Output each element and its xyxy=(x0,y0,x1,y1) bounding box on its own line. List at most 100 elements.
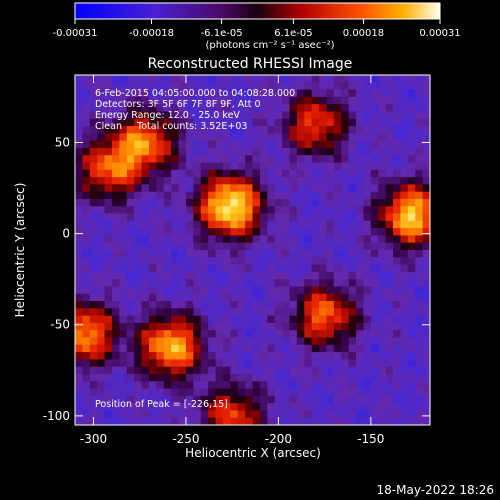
heatmap-cell xyxy=(171,177,180,185)
heatmap-cell xyxy=(245,235,254,244)
heatmap-cell xyxy=(363,410,372,419)
heatmap-cell xyxy=(304,75,313,83)
heatmap-cell xyxy=(134,184,143,193)
heatmap-cell xyxy=(97,169,106,178)
heatmap-cell xyxy=(171,235,180,244)
heatmap-cell xyxy=(230,235,239,244)
heatmap-cell xyxy=(97,395,106,404)
heatmap-cell xyxy=(193,235,202,244)
heatmap-cell xyxy=(356,118,365,127)
heatmap-cell xyxy=(171,140,180,149)
heatmap-cell xyxy=(289,89,298,98)
heatmap-cell xyxy=(393,111,402,120)
heatmap-cell xyxy=(185,198,194,207)
heatmap-cell xyxy=(171,111,180,120)
heatmap-cell xyxy=(393,388,402,397)
heatmap-cell xyxy=(185,308,194,317)
heatmap-cell xyxy=(341,388,350,397)
heatmap-cell xyxy=(89,104,98,113)
heatmap-cell xyxy=(89,96,98,105)
heatmap-cell xyxy=(252,220,261,229)
heatmap-cell xyxy=(289,417,298,425)
heatmap-cell xyxy=(111,169,120,178)
heatmap-cell xyxy=(400,315,409,324)
heatmap-cell xyxy=(230,89,239,98)
heatmap-cell xyxy=(230,388,239,397)
heatmap-cell xyxy=(222,352,231,360)
heatmap-cell xyxy=(208,315,217,324)
heatmap-cell xyxy=(378,75,387,83)
heatmap-cell xyxy=(267,359,276,368)
heatmap-cell xyxy=(282,381,291,390)
heatmap-cell xyxy=(259,184,268,193)
heatmap-cell xyxy=(119,308,128,317)
heatmap-cell xyxy=(171,359,180,368)
heatmap-cell xyxy=(348,155,357,164)
heatmap-cell xyxy=(215,111,224,120)
heatmap-cell xyxy=(237,184,246,193)
y-axis-label: Heliocentric Y (arcsec) xyxy=(13,183,27,318)
heatmap-cell xyxy=(82,330,91,339)
heatmap-cell xyxy=(119,359,128,368)
heatmap-cell xyxy=(341,111,350,120)
heatmap-cell xyxy=(171,330,180,339)
heatmap-cell xyxy=(126,352,135,360)
heatmap-cell xyxy=(341,344,350,353)
heatmap-cell xyxy=(208,198,217,207)
heatmap-cell xyxy=(141,177,150,185)
heatmap-cell xyxy=(282,126,291,134)
heatmap-cell xyxy=(326,184,335,193)
heatmap-cell xyxy=(422,147,430,156)
heatmap-cell xyxy=(200,308,209,317)
heatmap-cell xyxy=(252,264,261,273)
heatmap-cell xyxy=(407,301,416,309)
heatmap-cell xyxy=(274,388,283,397)
heatmap-cell xyxy=(111,315,120,324)
heatmap-cell xyxy=(104,89,113,98)
heatmap-cell xyxy=(89,82,98,91)
heatmap-cell xyxy=(126,198,135,207)
heatmap-cell xyxy=(311,242,320,251)
heatmap-cell xyxy=(363,308,372,317)
heatmap-cell xyxy=(119,89,128,98)
heatmap-cell xyxy=(208,250,217,258)
heatmap-cell xyxy=(222,191,231,200)
heatmap-cell xyxy=(104,257,113,266)
heatmap-cell xyxy=(393,155,402,164)
heatmap-cell xyxy=(282,213,291,222)
heatmap-cell xyxy=(296,235,305,244)
heatmap-cell xyxy=(304,417,313,425)
heatmap-cell xyxy=(237,264,246,273)
heatmap-cell xyxy=(171,126,180,134)
heatmap-cell xyxy=(104,147,113,156)
heatmap-cell xyxy=(267,177,276,185)
heatmap-cell xyxy=(252,198,261,207)
heatmap-cell xyxy=(104,381,113,390)
heatmap-cell xyxy=(348,177,357,185)
heatmap-cell xyxy=(208,366,217,375)
heatmap-cell xyxy=(326,111,335,120)
heatmap-cell xyxy=(119,191,128,200)
heatmap-cell xyxy=(400,206,409,215)
heatmap-cell xyxy=(156,279,165,288)
heatmap-cell xyxy=(215,359,224,368)
heatmap-cell xyxy=(245,388,254,397)
heatmap-cell xyxy=(282,75,291,83)
heatmap-cell xyxy=(274,337,283,346)
heatmap-cell xyxy=(230,118,239,127)
heatmap-cell xyxy=(237,126,246,134)
heatmap-cell xyxy=(289,96,298,105)
heatmap-cell xyxy=(252,126,261,134)
heatmap-cell xyxy=(356,191,365,200)
heatmap-cell xyxy=(237,162,246,171)
heatmap-cell xyxy=(193,104,202,113)
heatmap-cell xyxy=(245,169,254,178)
heatmap-cell xyxy=(163,235,172,244)
heatmap-cell xyxy=(311,96,320,105)
heatmap-cell xyxy=(341,206,350,215)
heatmap-cell xyxy=(400,184,409,193)
heatmap-cell xyxy=(393,279,402,288)
heatmap-cell xyxy=(178,206,187,215)
heatmap-cell xyxy=(230,359,239,368)
heatmap-cell xyxy=(415,169,424,178)
